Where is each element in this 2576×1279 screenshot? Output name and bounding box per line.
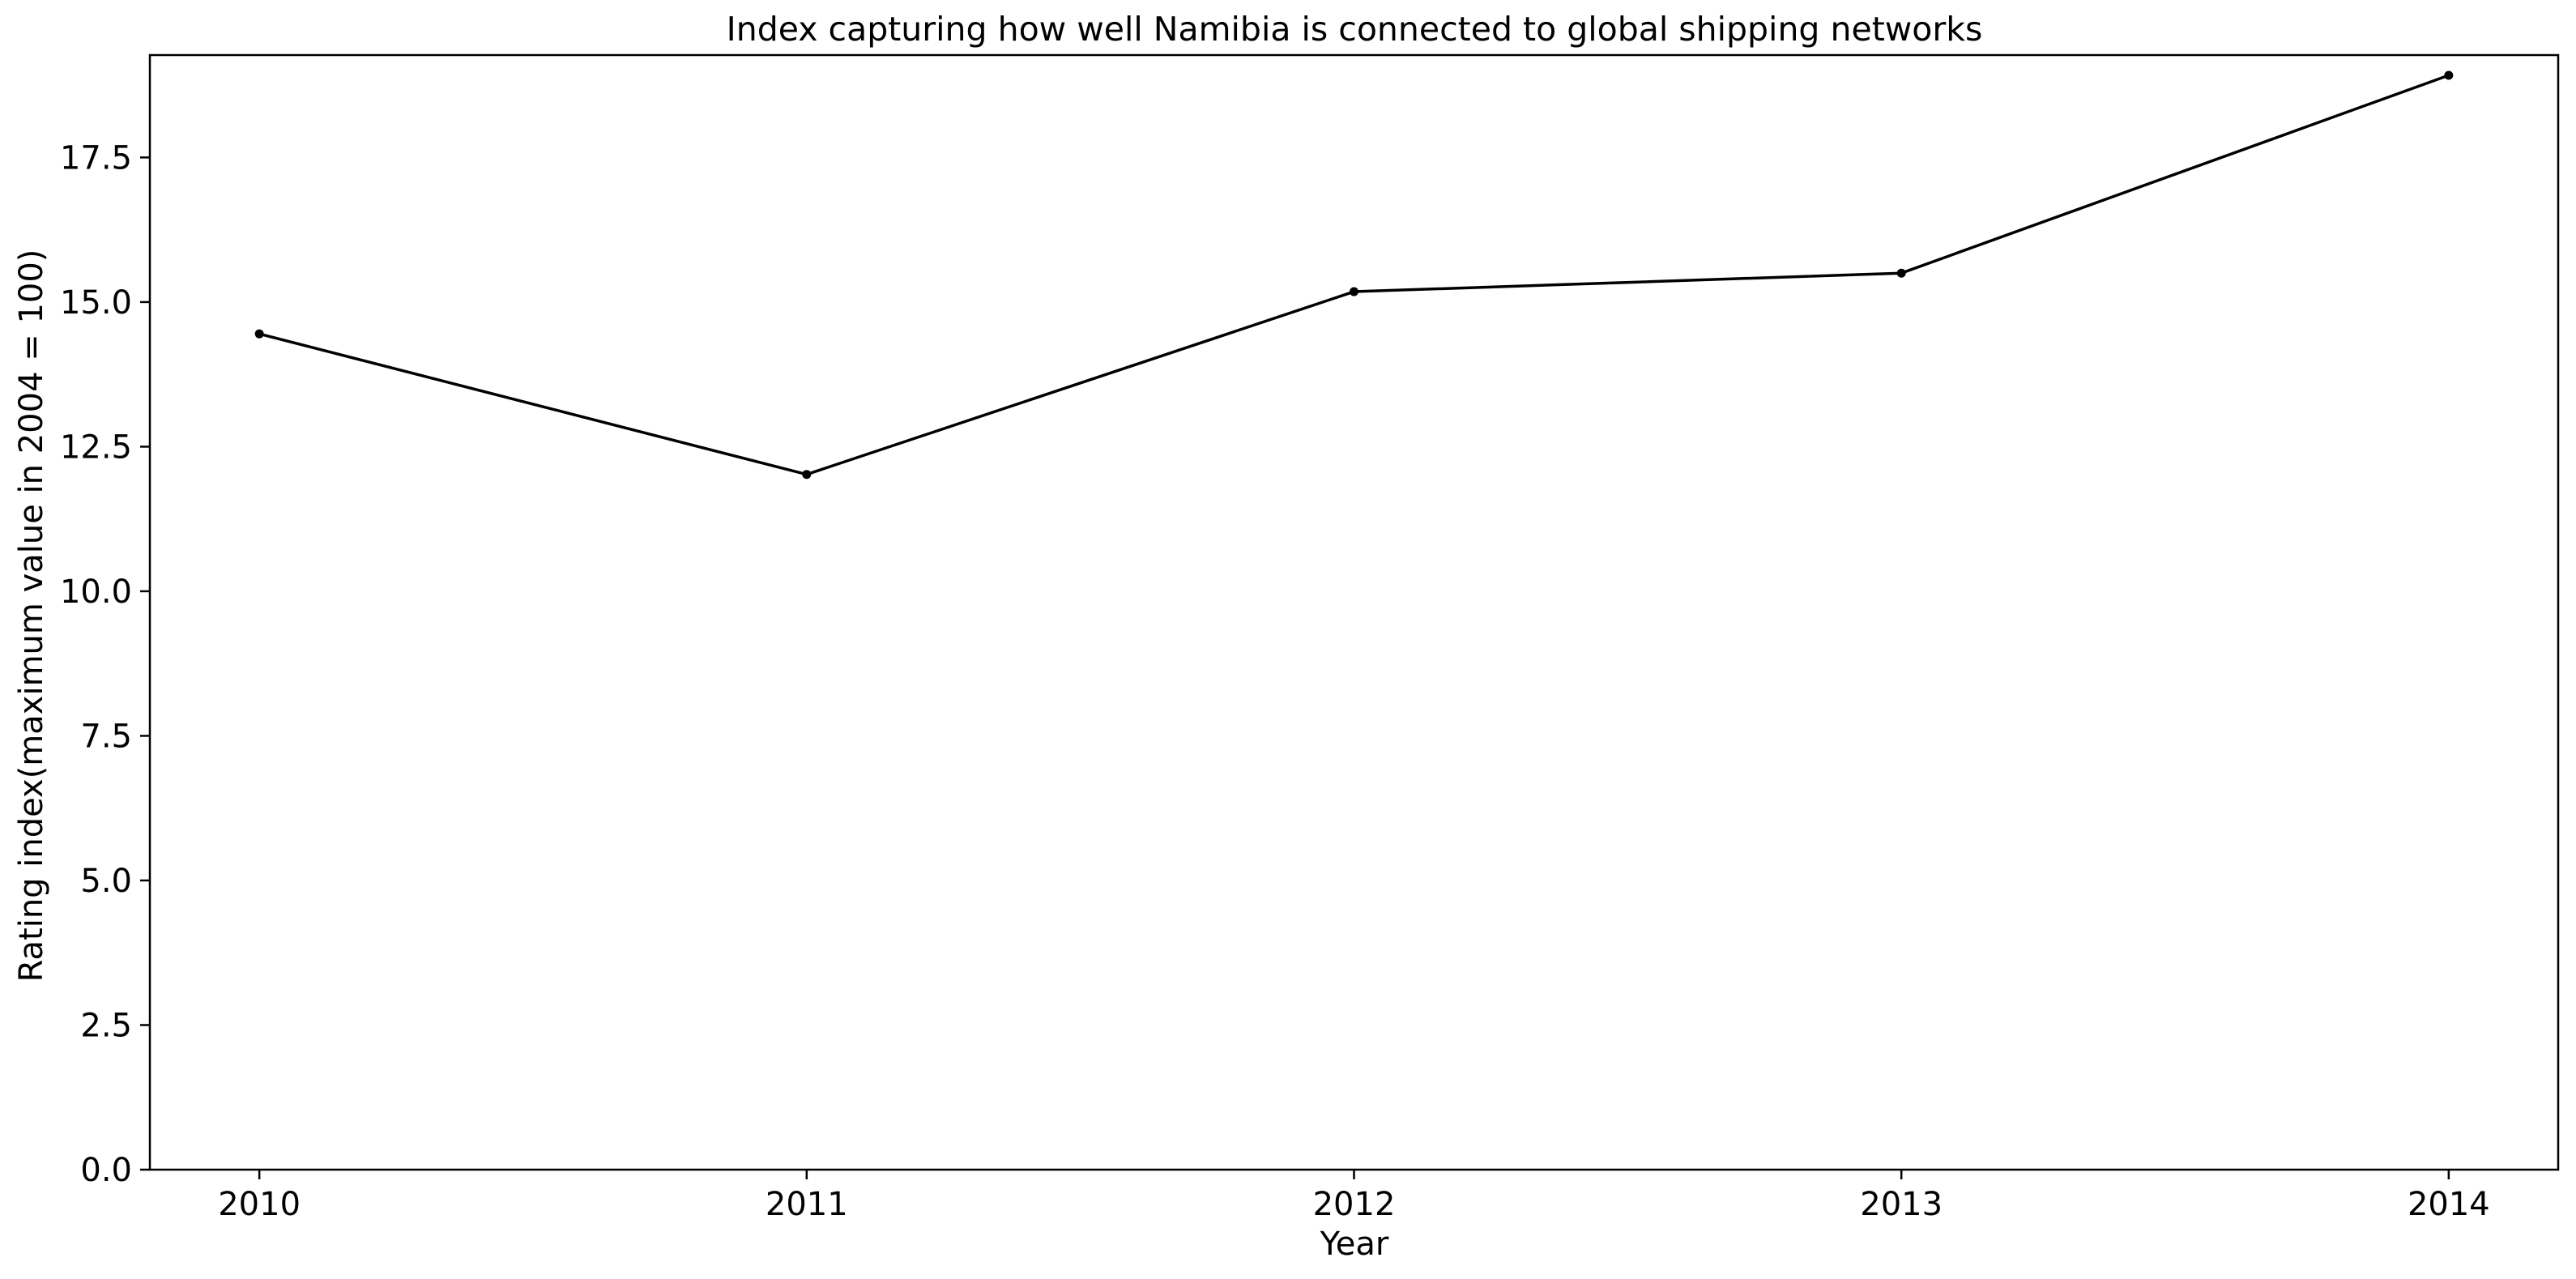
chart-title: Index capturing how well Namibia is conn… <box>727 10 1983 49</box>
plot-frame <box>148 53 2560 1171</box>
data-point <box>2444 70 2454 80</box>
y-tick-label: 10.0 <box>60 573 132 611</box>
y-tick-label: 0.0 <box>80 1152 132 1189</box>
data-point <box>1896 268 1906 278</box>
data-point <box>1350 287 1358 296</box>
x-tick-label: 2014 <box>2408 1186 2490 1223</box>
x-tick-label: 2011 <box>766 1186 848 1223</box>
y-tick-label: 12.5 <box>60 428 132 466</box>
data-point <box>802 470 812 480</box>
y-axis-label: Rating index(maximum value in 2004 = 100… <box>13 249 50 983</box>
y-tick-label: 7.5 <box>80 718 132 755</box>
x-axis-ticks: 2010 2011 2012 2013 2014 <box>218 1170 2490 1223</box>
x-tick-label: 2012 <box>1313 1186 1396 1223</box>
data-point <box>254 329 264 339</box>
series-layer <box>254 70 2454 480</box>
y-tick-label: 2.5 <box>80 1007 132 1044</box>
y-tick-label: 5.0 <box>80 863 132 900</box>
y-tick-label: 15.0 <box>60 284 132 322</box>
x-tick-label: 2010 <box>218 1186 301 1223</box>
x-axis-label: Year <box>1320 1226 1389 1263</box>
x-tick-label: 2013 <box>1860 1186 1943 1223</box>
y-axis-ticks: 0.0 2.5 5.0 7.5 10.0 12.5 15.0 17.5 <box>60 139 150 1189</box>
y-tick-label: 17.5 <box>60 139 132 177</box>
